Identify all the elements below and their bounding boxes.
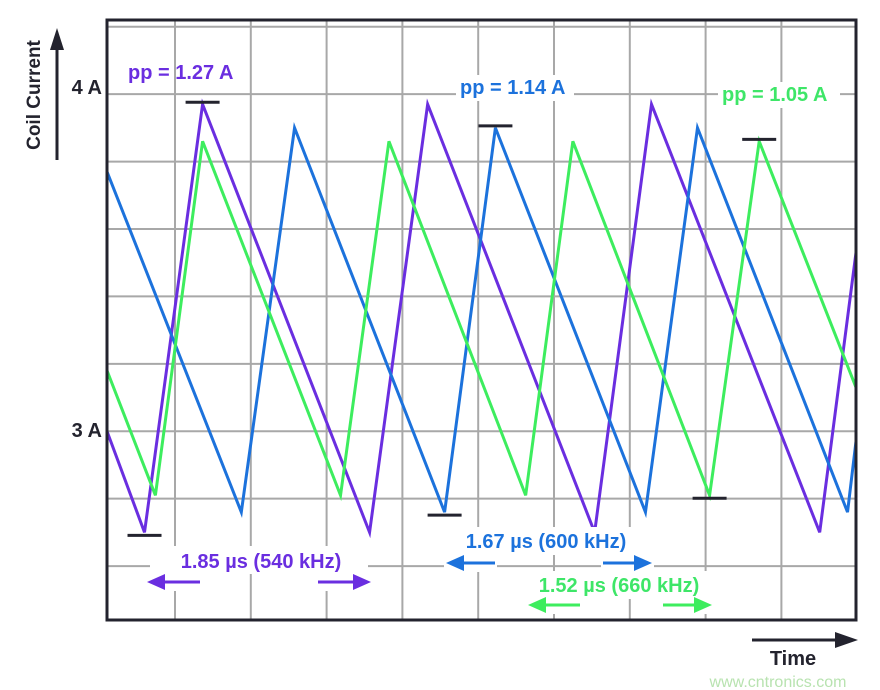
x-axis-arrow-icon: [835, 632, 858, 648]
y-axis-arrow-icon: [50, 28, 64, 50]
pp-label-purple: pp = 1.27 A: [128, 62, 233, 84]
plot-frame: [105, 18, 858, 622]
series-line-purple: [105, 98, 858, 539]
y-tick-4A: 4 A: [72, 77, 102, 99]
period-label-blue: 1.67 µs (600 kHz): [466, 531, 627, 553]
peak-valley-markers: [127, 100, 777, 537]
series-line-green: [105, 135, 858, 502]
pp-label-blue: pp = 1.14 A: [460, 77, 565, 99]
arrow-right-purple-icon: [353, 574, 371, 590]
period-label-blue-bg: [440, 527, 650, 555]
pp-label-blue-bg: [456, 75, 574, 101]
period-label-green: 1.52 µs (660 kHz): [539, 575, 700, 597]
period-label-purple: 1.85 µs (540 kHz): [181, 551, 342, 573]
arrow-left-green-icon: [528, 597, 546, 613]
series-line-blue: [105, 121, 858, 519]
watermark: www.cntronics.com: [709, 674, 847, 690]
arrow-right-green-icon: [694, 597, 712, 613]
pp-label-green-bg: [718, 82, 840, 108]
waveforms: [105, 98, 858, 539]
x-axis-label: Time: [770, 648, 816, 670]
period-label-green-bg: [520, 571, 720, 599]
y-tick-3A: 3 A: [72, 420, 102, 442]
pp-label-green: pp = 1.05 A: [722, 84, 827, 106]
period-arrows: [145, 554, 714, 614]
arrow-left-blue-icon: [446, 555, 464, 571]
y-axis-label: Coil Current: [24, 39, 45, 149]
period-label-purple-bg: [150, 546, 368, 574]
arrow-left-purple-icon: [147, 574, 165, 590]
arrow-right-blue-icon: [634, 555, 652, 571]
